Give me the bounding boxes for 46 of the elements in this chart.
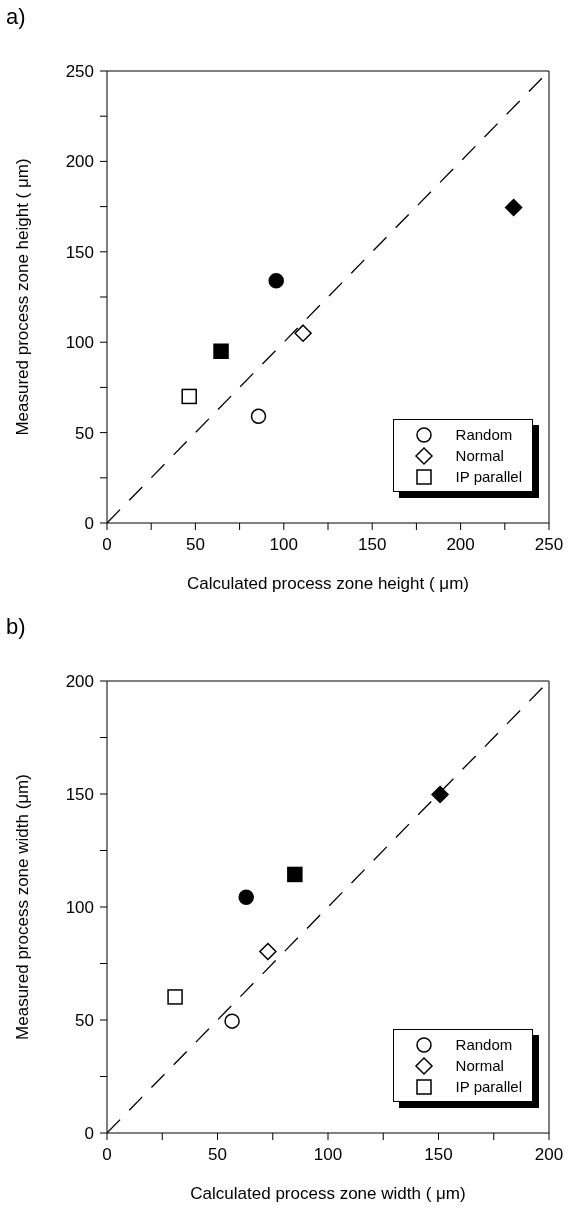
y-axis-title: Measured process zone width (μm) [13,774,33,1040]
y-tick-label: 250 [65,62,94,82]
chart-title: a) [6,4,26,30]
y-tick-label: 0 [84,1124,94,1144]
y-tick-label: 200 [65,672,94,692]
point [504,198,523,217]
legend-label: Normal [455,447,504,464]
x-axis-title: Calculated process zone width ( μm) [190,1184,466,1204]
legend-label: Normal [455,1057,504,1074]
point [181,388,197,405]
x-tick-label: 200 [534,1145,564,1165]
point [250,408,267,425]
x-tick-label: 150 [424,1145,453,1165]
y-tick-label: 200 [65,152,94,172]
point [167,989,183,1005]
point [287,866,303,883]
x-tick-label: 250 [534,535,564,555]
x-axis-title: Calculated process zone height ( μm) [187,574,469,594]
x-tick-label: 0 [102,1145,112,1165]
point [259,942,277,961]
y-tick-label: 50 [75,1011,94,1031]
y-tick-label: 150 [65,785,94,805]
point [268,272,284,289]
x-tick-label: 0 [102,535,112,555]
x-tick-label: 50 [185,535,205,555]
x-tick-label: 150 [358,535,387,555]
y-tick-label: 100 [65,333,94,353]
point [224,1013,240,1029]
legend-label: Random [455,426,513,443]
legend-label: IP parallel [455,468,522,485]
y-tick-label: 50 [75,423,94,443]
point [238,889,254,906]
legend-label: IP parallel [455,1078,522,1095]
point [431,785,449,804]
legend-label: Random [455,1036,513,1053]
x-tick-label: 200 [446,535,475,555]
y-tick-label: 100 [65,898,94,918]
y-tick-label: 150 [65,242,94,262]
x-tick-label: 50 [208,1145,227,1165]
x-tick-label: 100 [313,1145,343,1165]
point [294,324,312,342]
y-axis-title: Measured process zone height ( μm) [13,158,33,436]
chart-title: b) [6,614,26,640]
point [213,343,229,359]
y-tick-label: 0 [84,514,94,534]
x-tick-label: 100 [269,535,298,555]
